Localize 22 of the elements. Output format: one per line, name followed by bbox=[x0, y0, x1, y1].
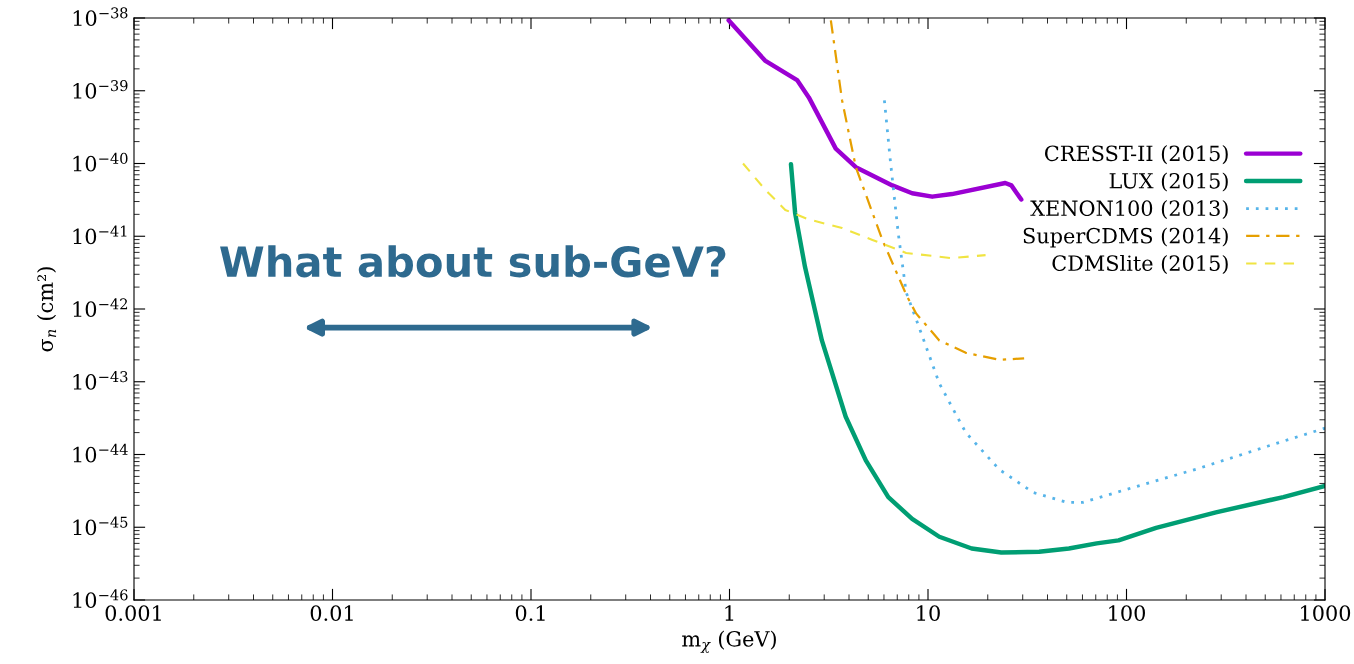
x-tick-label: 1000 bbox=[1301, 605, 1351, 621]
y-tick-label: 10$^{−41}$ bbox=[73, 225, 127, 245]
legend-label: CDMSlite (2015) bbox=[1052, 254, 1228, 274]
x-tick-label: 100 bbox=[1109, 605, 1145, 621]
legend-label: XENON100 (2013) bbox=[1030, 199, 1228, 220]
x-axis-title: m$_{χ}$ (GeV) bbox=[682, 630, 776, 653]
y-tick-label: 10$^{−42}$ bbox=[73, 298, 128, 318]
legend-label: SuperCDMS (2014) bbox=[1023, 227, 1228, 248]
x-tick-label: 0.01 bbox=[310, 605, 353, 621]
x-tick-label: 10 bbox=[917, 605, 940, 621]
y-tick-label: 10$^{−45}$ bbox=[73, 516, 128, 536]
y-tick-label: 10$^{−40}$ bbox=[73, 152, 128, 172]
y-tick-label: 10$^{−38}$ bbox=[73, 7, 128, 27]
y-tick-label: 10$^{−44}$ bbox=[73, 443, 128, 463]
y-axis-title: σ$_{n}$ (cm²) bbox=[36, 267, 57, 352]
legend-label: LUX (2015) bbox=[1109, 172, 1228, 192]
annotation: What about sub-GeV? bbox=[220, 245, 726, 278]
y-tick-label: 10$^{−39}$ bbox=[73, 80, 128, 99]
x-tick-label: 1 bbox=[725, 605, 734, 621]
legend-label: CRESST-II (2015) bbox=[1045, 145, 1228, 165]
y-tick-label: 10$^{−43}$ bbox=[73, 371, 128, 390]
x-tick-label: 0.1 bbox=[515, 605, 545, 621]
